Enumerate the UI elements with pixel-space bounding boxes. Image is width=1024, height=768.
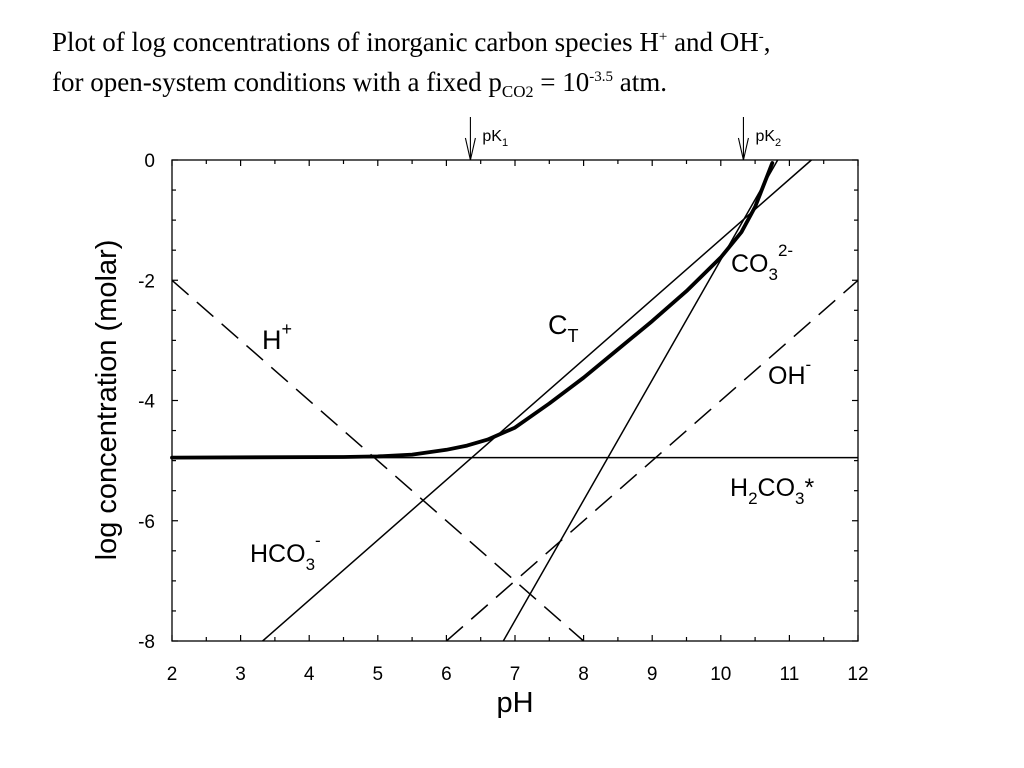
- x-tick-label: 12: [847, 664, 868, 685]
- x-tick-label: 8: [578, 664, 589, 685]
- series-label-sup: -: [315, 531, 321, 550]
- series-label-suffix: *: [805, 474, 815, 502]
- x-tick-label: 3: [235, 664, 246, 685]
- title-exponent: -3.5: [589, 69, 614, 85]
- title-oh-charge: -: [758, 29, 764, 45]
- series-label-base: CO: [731, 250, 769, 278]
- title-line-1-text: Plot of log concentrations of inorganic …: [52, 27, 659, 57]
- title-line-1: Plot of log concentrations of inorganic …: [52, 22, 1012, 62]
- series-label-sub: 2: [748, 489, 757, 508]
- series-line-ct: [170, 161, 775, 460]
- chart-title: Plot of log concentrations of inorganic …: [52, 22, 1012, 102]
- series-label-base: C: [548, 310, 568, 340]
- pk-label-base: pK: [755, 128, 775, 145]
- pk-label-sub: 2: [775, 137, 781, 149]
- title-pco2-sub: CO: [501, 82, 526, 102]
- series-label-base: H: [730, 474, 748, 502]
- x-tick-label: 5: [373, 664, 384, 685]
- series-label-ct: CT: [548, 310, 579, 346]
- pk-marker-label: pK2: [755, 128, 781, 149]
- pk-label-sub: 1: [502, 137, 508, 149]
- title-pco2-subsub: 2: [525, 84, 534, 102]
- series-label-sup: -: [806, 355, 812, 374]
- series-label-hco3: HCO3-: [250, 531, 321, 574]
- title-line-2-text: for open-system conditions with a fixed …: [52, 67, 502, 97]
- ticks-layer: 2 3 4 5 6 7 8 9 10 11 120-2-4-6-8: [138, 151, 868, 685]
- series-label-sub: 3: [306, 555, 315, 574]
- x-tick-label: 9: [647, 664, 658, 685]
- pk-arrow-head: [464, 137, 476, 161]
- x-tick-label: 11: [780, 664, 800, 685]
- series-line-oh: [445, 279, 859, 642]
- y-axis-label: log concentration (molar): [91, 240, 123, 561]
- series-line-hco3: [262, 159, 812, 642]
- title-line-1-mid: and OH: [667, 27, 759, 57]
- pk-label-base: pK: [482, 128, 502, 145]
- series-label-base: H: [262, 325, 282, 355]
- series-label-h: H+: [262, 319, 292, 355]
- x-tick-label: 2: [167, 664, 178, 685]
- series-label-sup: +: [282, 319, 293, 339]
- series-label-sup: 2-: [778, 241, 793, 260]
- series-label-sub: 3: [769, 265, 778, 284]
- series-label-sub: T: [568, 326, 579, 346]
- y-tick-label: -6: [138, 512, 155, 533]
- series-label-h2co3: H2CO3*: [730, 474, 815, 508]
- y-tick-label: -8: [138, 632, 155, 653]
- series-layer: [170, 159, 859, 642]
- title-line-2-end: atm.: [613, 67, 668, 97]
- x-tick-label: 4: [304, 664, 315, 685]
- pk-markers-layer: pK1 pK2: [464, 117, 781, 161]
- series-label-oh: OH-: [768, 355, 811, 390]
- y-tick-label: 0: [144, 151, 155, 172]
- pk-marker-label: pK1: [482, 128, 508, 149]
- series-label-base: OH: [768, 362, 806, 390]
- series-label-base: HCO: [250, 540, 306, 568]
- pk-arrow-head: [737, 137, 749, 161]
- y-tick-label: -4: [138, 392, 155, 413]
- title-h-charge: +: [658, 29, 668, 45]
- series-label-sub2: 3: [795, 489, 804, 508]
- series-label-co3: CO32-: [731, 241, 793, 284]
- series-line-h: [171, 279, 585, 642]
- series-label-base2: CO: [758, 474, 796, 502]
- y-tick-label: -2: [138, 271, 155, 292]
- plot-frame: [171, 159, 859, 642]
- x-tick-label: 7: [510, 664, 521, 685]
- title-line-2-eq: = 10: [533, 67, 590, 97]
- x-tick-label: 10: [710, 664, 731, 685]
- x-tick-label: 6: [441, 664, 452, 685]
- series-labels-layer: H+OH-H2CO3*HCO3-CO32-CT: [250, 241, 815, 574]
- title-line-2: for open-system conditions with a fixed …: [52, 62, 1012, 102]
- x-axis-label: pH: [496, 687, 533, 719]
- series-line-co3: [502, 159, 779, 642]
- title-line-1-end: ,: [763, 27, 771, 57]
